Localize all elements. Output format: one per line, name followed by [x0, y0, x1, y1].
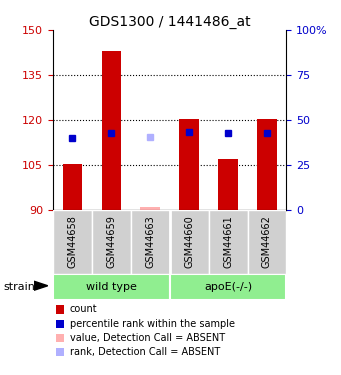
Bar: [140, 207, 160, 210]
Bar: [102, 51, 121, 210]
Bar: [248, 210, 286, 274]
Text: GSM44658: GSM44658: [67, 215, 77, 268]
Bar: [218, 159, 238, 210]
Bar: [179, 118, 199, 210]
Text: rank, Detection Call = ABSENT: rank, Detection Call = ABSENT: [70, 347, 220, 357]
Text: GSM44662: GSM44662: [262, 215, 272, 268]
Bar: [53, 210, 92, 274]
Text: percentile rank within the sample: percentile rank within the sample: [70, 319, 235, 328]
Bar: [131, 210, 169, 274]
Text: GSM44659: GSM44659: [106, 215, 116, 268]
Bar: [169, 274, 286, 300]
Title: GDS1300 / 1441486_at: GDS1300 / 1441486_at: [89, 15, 250, 29]
Text: GSM44661: GSM44661: [223, 216, 233, 268]
Bar: [53, 274, 169, 300]
Text: count: count: [70, 304, 98, 314]
Text: strain: strain: [3, 282, 35, 292]
Text: value, Detection Call = ABSENT: value, Detection Call = ABSENT: [70, 333, 225, 343]
Polygon shape: [34, 281, 48, 290]
Bar: [63, 164, 82, 210]
Text: GSM44660: GSM44660: [184, 216, 194, 268]
Text: apoE(-/-): apoE(-/-): [204, 282, 252, 292]
Bar: [257, 118, 277, 210]
Bar: [92, 210, 131, 274]
Bar: [169, 210, 209, 274]
Text: wild type: wild type: [86, 282, 137, 292]
Bar: [209, 210, 248, 274]
Text: GSM44663: GSM44663: [145, 216, 155, 268]
